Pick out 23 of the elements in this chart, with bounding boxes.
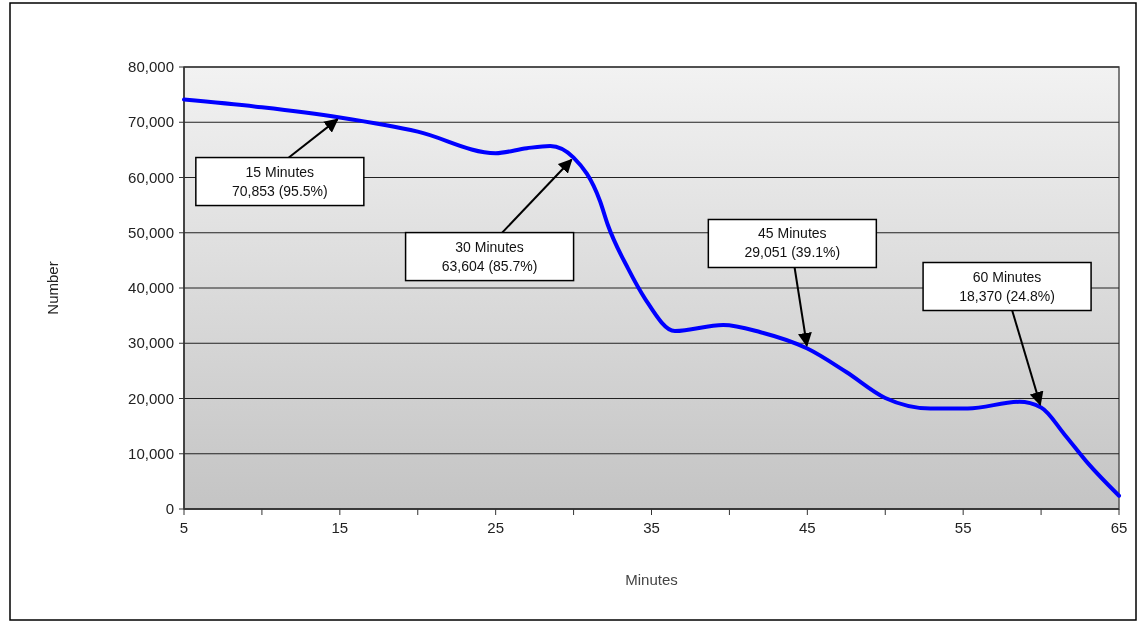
y-axis-title: Number	[44, 261, 61, 315]
x-tick-label: 65	[1110, 519, 1128, 536]
annotation: 60 Minutes 18,370 (24.8%)	[959, 268, 1055, 304]
y-tick-label: 60,000	[128, 168, 174, 186]
y-tick-label: 50,000	[128, 223, 174, 241]
x-tick-label: 5	[179, 519, 189, 536]
x-tick-label: 25	[487, 519, 505, 536]
y-tick-label: 80,000	[128, 58, 174, 75]
annotation: 15 Minutes 70,853 (95.5%)	[231, 163, 328, 199]
annotation: 30 Minutes 63,604 (85.7%)	[441, 238, 538, 274]
line-series	[182, 97, 1121, 498]
annotation: 45 Minutes 29,051 (39.1%)	[744, 225, 841, 261]
y-tick-label: 10,000	[128, 444, 174, 462]
y-tick-label: 30,000	[128, 334, 174, 352]
x-tick-label: 15	[331, 519, 349, 536]
x-tick-label: 45	[798, 519, 816, 536]
y-tick-label: 70,000	[128, 113, 174, 131]
y-tick-label: 20,000	[128, 389, 174, 407]
y-tick-label: 40,000	[128, 279, 174, 296]
x-axis-title: Minutes	[625, 571, 678, 588]
y-tick-label: 0	[165, 500, 174, 517]
x-tick-label: 55	[954, 519, 972, 536]
x-tick-label: 35	[643, 519, 660, 536]
